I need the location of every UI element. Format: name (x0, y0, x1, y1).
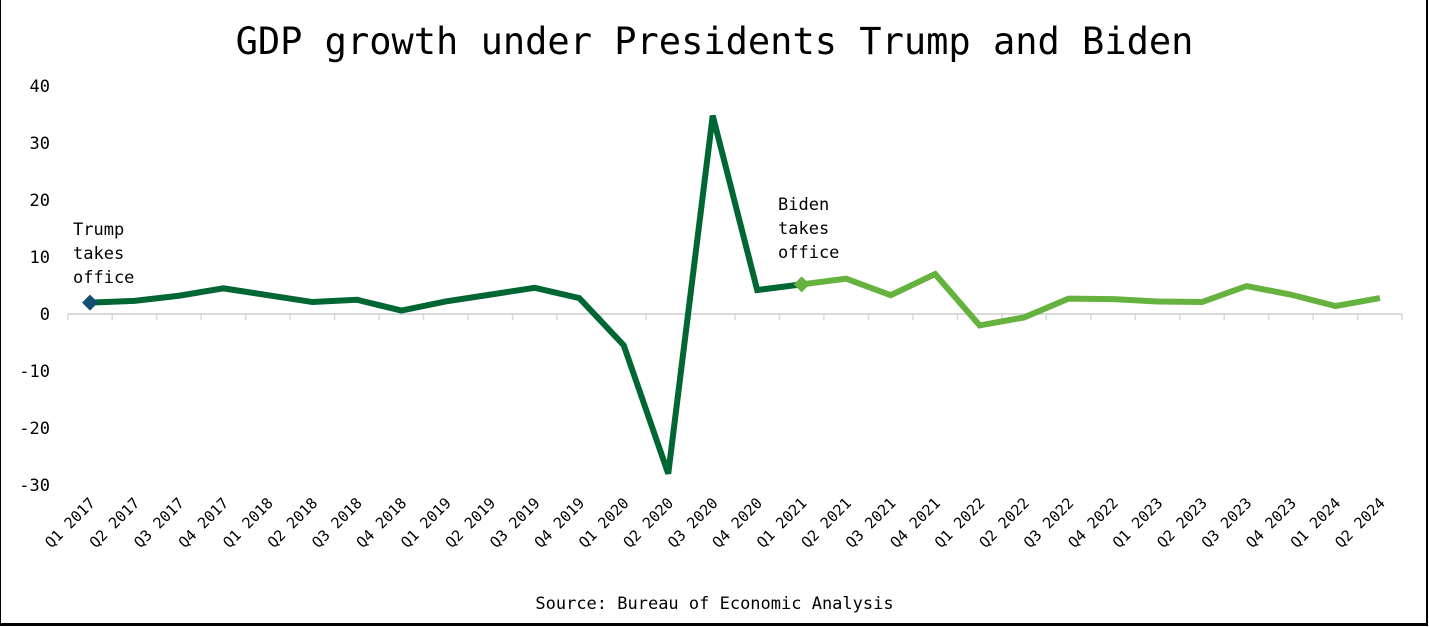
y-axis: 40 30 20 10 0 -10 -20 -30 (19, 77, 50, 496)
y-tick-label: 20 (30, 191, 50, 211)
biden-series-line (801, 270, 1381, 329)
annotation-text: office (73, 268, 134, 288)
trump-series-line (89, 114, 803, 475)
annotation-text: takes (73, 244, 124, 264)
y-tick-label: 40 (30, 77, 50, 97)
annotation-text: Biden (778, 195, 829, 215)
series-lines (82, 114, 1381, 475)
y-tick-label: -20 (19, 419, 50, 439)
y-tick-label: -10 (19, 362, 50, 382)
biden-start-marker-icon (793, 276, 810, 293)
annotations: Trump takes office Biden takes office (73, 195, 839, 288)
trump-start-marker-icon (82, 294, 98, 311)
source-note: Source: Bureau of Economic Analysis (535, 594, 894, 614)
annotation-text: office (778, 243, 839, 263)
y-tick-label: 30 (30, 134, 50, 154)
annotation-text: takes (778, 219, 829, 239)
chart-title: GDP growth under Presidents Trump and Bi… (235, 20, 1194, 63)
y-tick-label: 0 (40, 305, 50, 325)
annotation-text: Trump (73, 220, 124, 240)
y-tick-label: -30 (19, 476, 50, 496)
y-tick-label: 10 (30, 248, 50, 268)
